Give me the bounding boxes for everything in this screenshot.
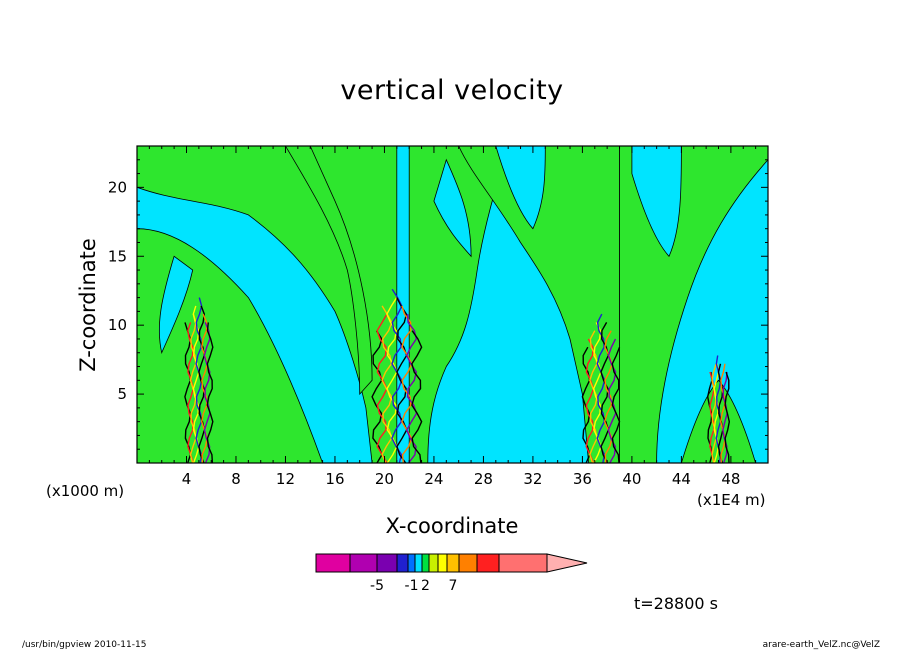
x-tick-label: 32 <box>523 470 542 488</box>
x-tick-label: 36 <box>573 470 592 488</box>
colorbar-segment <box>447 554 459 572</box>
x-unit-note: (x1000 m) <box>46 482 124 500</box>
colorbar-segment <box>477 554 499 572</box>
colorbar-segment <box>438 554 447 572</box>
colorbar-tick-label: 2 <box>421 578 430 594</box>
y-tick-label: 20 <box>108 178 127 196</box>
x-tick-label: 40 <box>622 470 641 488</box>
colorbar-tick-label: 7 <box>449 578 458 594</box>
x-tick-label: 44 <box>672 470 691 488</box>
footer-left: /usr/bin/gpview 2010-11-15 <box>22 640 146 650</box>
x-tick-label: 20 <box>375 470 394 488</box>
colorbar-segment <box>377 554 397 572</box>
colorbar-segment <box>408 554 415 572</box>
footer-right: arare-earth_VelZ.nc@VelZ <box>763 640 880 650</box>
colorbar-segment <box>415 554 422 572</box>
y-tick-label: 15 <box>108 247 127 265</box>
x-scale-note: (x1E4 m) <box>697 491 766 509</box>
colorbar-segment <box>316 554 350 572</box>
x-tick-label: 8 <box>231 470 241 488</box>
x-tick-label: 24 <box>424 470 443 488</box>
colorbar-segment <box>499 554 547 572</box>
y-axis-label: Z-coordinate <box>76 238 100 372</box>
colorbar-tick-label: -1 <box>405 578 419 594</box>
contour-field <box>137 146 768 463</box>
x-tick-label: 12 <box>276 470 295 488</box>
colorbar-arrow <box>547 554 587 572</box>
colorbar-segment <box>429 554 438 572</box>
colorbar-segment <box>459 554 477 572</box>
x-tick-label: 28 <box>474 470 493 488</box>
time-label: t=28800 s <box>634 594 718 613</box>
colorbar: -5 -1 2 7 <box>316 554 587 594</box>
x-axis-label: X-coordinate <box>0 514 904 538</box>
x-tick-label: 16 <box>325 470 344 488</box>
colorbar-segment <box>397 554 408 572</box>
x-tick-label: 4 <box>182 470 192 488</box>
colorbar-segment <box>422 554 429 572</box>
colorbar-segment <box>350 554 377 572</box>
y-tick-label: 10 <box>108 316 127 334</box>
x-tick-label: 48 <box>721 470 740 488</box>
colorbar-tick-label: -5 <box>370 578 384 594</box>
y-tick-label: 5 <box>117 385 127 403</box>
